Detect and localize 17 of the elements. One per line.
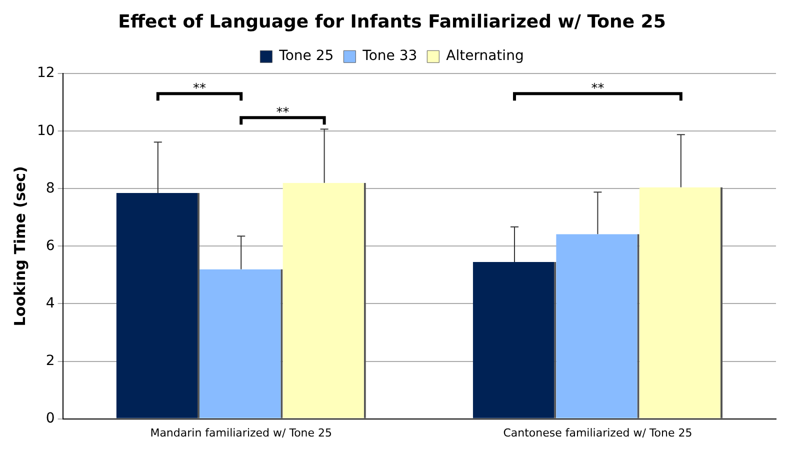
y-axis-title: Looking Time (sec)	[10, 166, 29, 326]
y-tick-label: 10	[36, 122, 55, 139]
y-tick-label: 8	[46, 180, 55, 196]
y-tick-label: 4	[46, 295, 55, 312]
y-tick-label: 0	[46, 410, 55, 426]
y-tick-label: 12	[36, 65, 55, 82]
legend-label: Alternating	[446, 48, 524, 64]
y-tick-label: 2	[46, 352, 55, 369]
legend-label: Tone 33	[362, 48, 418, 64]
x-tick-label: Mandarin familiarized w/ Tone 25	[150, 426, 332, 440]
annotation: **	[276, 105, 290, 120]
x-tick-label: Cantonese familiarized w/ Tone 25	[503, 426, 692, 440]
annotation: **	[193, 81, 207, 96]
y-tick-label: 6	[46, 238, 55, 254]
annotation: **	[591, 81, 605, 96]
chart-title: Effect of Language for Infants Familiarized w/ Tone 25	[118, 11, 666, 32]
legend-label: Tone 25	[278, 48, 334, 64]
